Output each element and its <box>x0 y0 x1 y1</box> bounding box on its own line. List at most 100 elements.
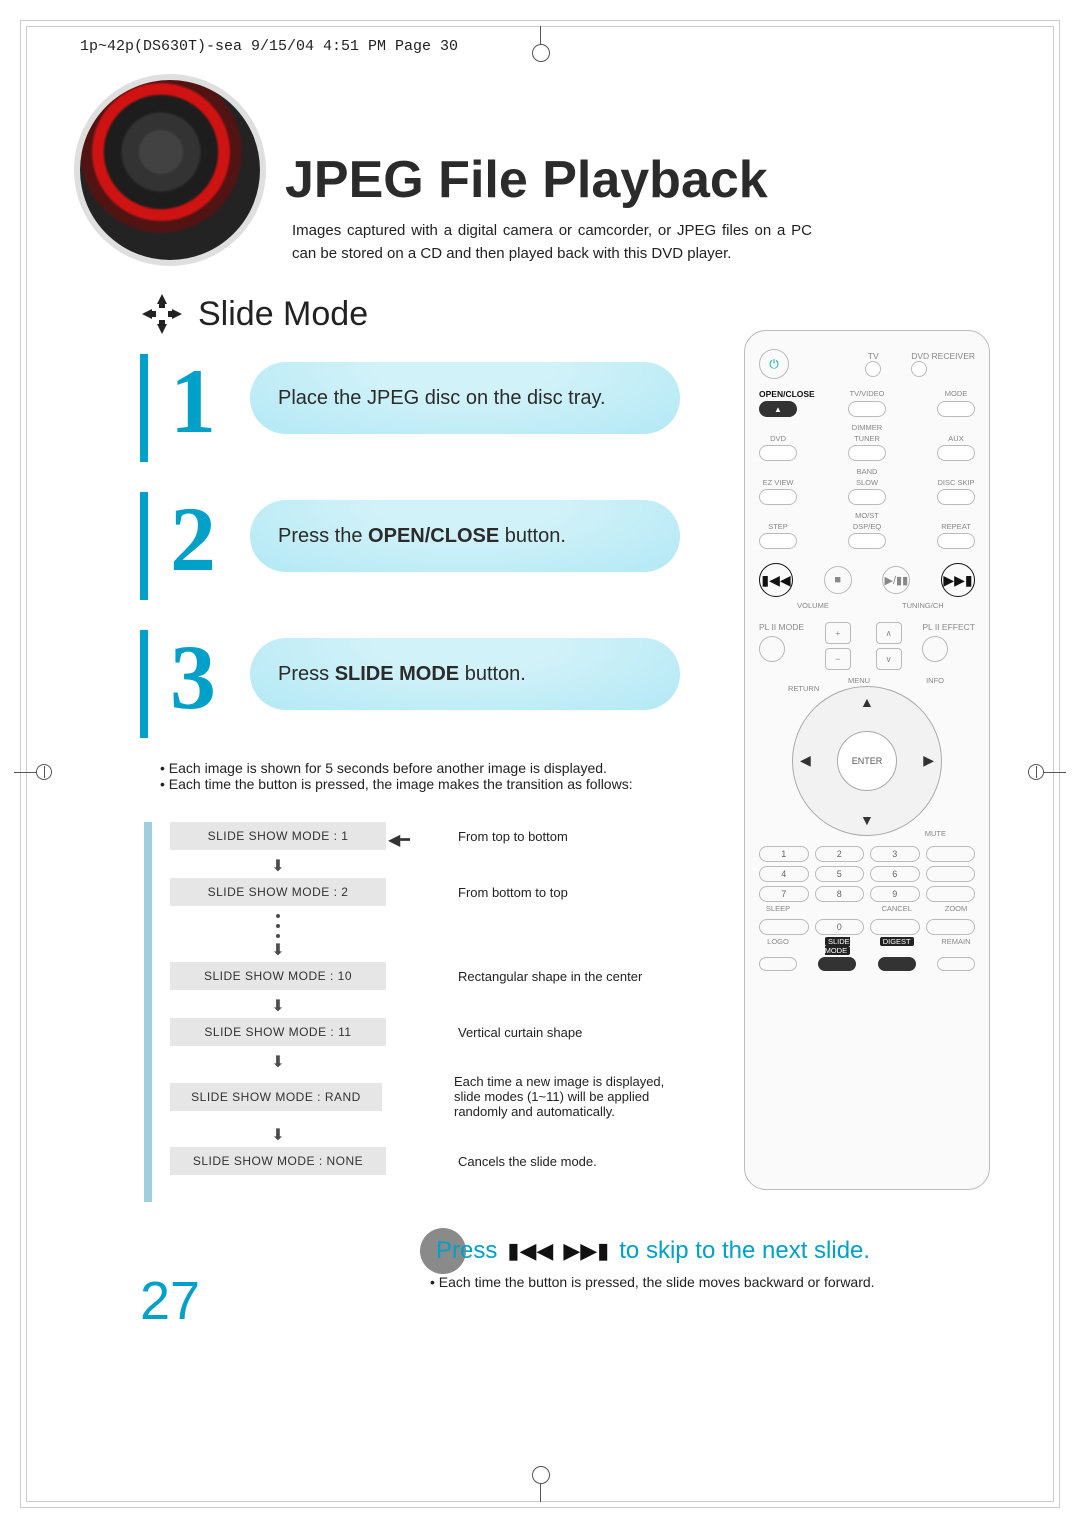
num-0: 0 <box>815 919 865 935</box>
skip-post: to skip to the next slide. <box>619 1237 870 1265</box>
step-3-pre: Press <box>278 663 335 685</box>
remote-label: TUNING/CH <box>902 601 940 610</box>
left-arrow-icon: ◀ <box>800 752 811 769</box>
mode-box: SLIDE SHOW MODE : 1 <box>170 822 386 850</box>
step-number: 3 <box>170 624 216 730</box>
remote-button <box>759 636 785 662</box>
remote-button <box>922 636 948 662</box>
nav-wheel: RETURN MENU INFO MUTE ▲ ▼ ◀ ▶ ENTER <box>792 686 942 836</box>
digest-button <box>878 957 916 971</box>
up-arrow-icon: ▲ <box>860 694 874 710</box>
remote-label: REMAIN <box>937 937 975 955</box>
remote-button <box>937 445 975 461</box>
step-1: 1 Place the JPEG disc on the disc tray. <box>140 354 670 462</box>
remote-button <box>937 489 975 505</box>
ch-down-icon: ∨ <box>876 648 902 670</box>
vol-down-icon: − <box>825 648 851 670</box>
remote-button <box>937 957 975 971</box>
down-arrow-icon: ⬇ <box>170 854 386 878</box>
down-arrow-icon: ⬇ <box>170 1050 386 1074</box>
step-bubble: Place the JPEG disc on the disc tray. <box>250 362 680 434</box>
remote-button <box>937 533 975 549</box>
num-5: 5 <box>815 866 865 882</box>
num-4: 4 <box>759 866 809 882</box>
remote-label: DIMMER <box>848 423 886 432</box>
remote-label: MUTE <box>925 829 946 838</box>
receiver-led-icon <box>911 361 927 377</box>
next-track-icon: ▶▶▮ <box>941 563 975 597</box>
num-8: 8 <box>815 886 865 902</box>
remote-button <box>759 919 809 935</box>
crop-mark-right <box>1028 764 1066 780</box>
slide-mode-label: SLIDE MODE <box>825 937 851 955</box>
number-pad: 123 456 789 <box>759 846 975 902</box>
remote-button <box>848 489 886 505</box>
remote-label: BAND <box>848 467 886 476</box>
step-2-pre: Press the <box>278 525 368 547</box>
mode-desc: Vertical curtain shape <box>458 1025 582 1040</box>
step-bar <box>140 492 148 600</box>
right-arrow-icon: ▶ <box>923 752 934 769</box>
step-bubble: Press SLIDE MODE button. <box>250 638 680 710</box>
step-1-text: Place the JPEG disc on the disc tray. <box>278 387 606 410</box>
mode-desc: From bottom to top <box>458 885 568 900</box>
skip-note: • Each time the button is pressed, the s… <box>430 1274 875 1290</box>
remote-button <box>848 533 886 549</box>
remote-label: TV/VIDEO <box>848 389 886 399</box>
step-bubble: Press the OPEN/CLOSE button. <box>250 500 680 572</box>
remote-label: REPEAT <box>937 522 975 531</box>
step-bar <box>140 630 148 738</box>
ellipsis-dots <box>170 910 386 938</box>
step-2-post: button. <box>499 525 566 547</box>
mode-desc: From top to bottom <box>458 829 568 844</box>
mode-box: SLIDE SHOW MODE : RAND <box>170 1083 382 1111</box>
remote-button <box>759 445 797 461</box>
steps-list: 1 Place the JPEG disc on the disc tray. … <box>140 354 670 768</box>
remote-label: AUX <box>937 434 975 443</box>
remote-label: DISC SKIP <box>937 478 975 487</box>
mode-desc: Cancels the slide mode. <box>458 1154 597 1169</box>
remote-label: OPEN/CLOSE <box>759 389 797 399</box>
step-number: 1 <box>170 348 216 454</box>
remote-label: MENU <box>848 676 870 685</box>
stop-icon: ■ <box>824 566 852 594</box>
mode-box: SLIDE SHOW MODE : 2 <box>170 878 386 906</box>
enter-button: ENTER <box>837 731 897 791</box>
mode-box: SLIDE SHOW MODE : 10 <box>170 962 386 990</box>
crop-mark-top <box>540 26 541 48</box>
remote-button <box>759 533 797 549</box>
num-9: 9 <box>870 886 920 902</box>
slide-mode-panel: ◀━ SLIDE SHOW MODE : 1 From top to bottom… <box>144 822 684 1179</box>
remote-label: LOGO <box>759 937 797 955</box>
open-close-button: ▲ <box>759 401 797 417</box>
mode-box: SLIDE SHOW MODE : 11 <box>170 1018 386 1046</box>
doc-header-meta: 1p~42p(DS630T)-sea 9/15/04 4:51 PM Page … <box>80 38 458 55</box>
remote-button <box>848 401 886 417</box>
skip-pre: Press <box>436 1237 497 1265</box>
arrows-icon <box>140 292 184 336</box>
down-arrow-icon: ⬇ <box>170 994 386 1018</box>
num-3: 3 <box>870 846 920 862</box>
page-content: JPEG File Playback Images captured with … <box>80 70 1020 1468</box>
side-accent <box>144 822 152 1202</box>
ch-up-icon: ∧ <box>876 622 902 644</box>
play-pause-icon: ▶/▮▮ <box>882 566 910 594</box>
remote-label: CANCEL <box>878 904 916 913</box>
slide-mode-button <box>818 957 856 971</box>
remote-button <box>926 919 976 935</box>
remote-label: MO/ST <box>848 511 886 520</box>
remote-label: ZOOM <box>937 904 975 913</box>
remote-button <box>926 866 976 882</box>
page-title: JPEG File Playback <box>285 150 768 210</box>
remote-button <box>759 957 797 971</box>
step-3-post: button. <box>459 663 526 685</box>
num-7: 7 <box>759 886 809 902</box>
left-arrow-icon: ◀━ <box>388 830 410 850</box>
remote-button <box>937 401 975 417</box>
remote-label: RETURN <box>788 684 819 693</box>
down-arrow-icon: ▼ <box>860 812 874 828</box>
remote-label: SLEEP <box>759 904 797 913</box>
remote-label: DSP/EQ <box>848 522 886 531</box>
remote-button <box>926 886 976 902</box>
power-icon: ⏻ <box>759 349 789 379</box>
